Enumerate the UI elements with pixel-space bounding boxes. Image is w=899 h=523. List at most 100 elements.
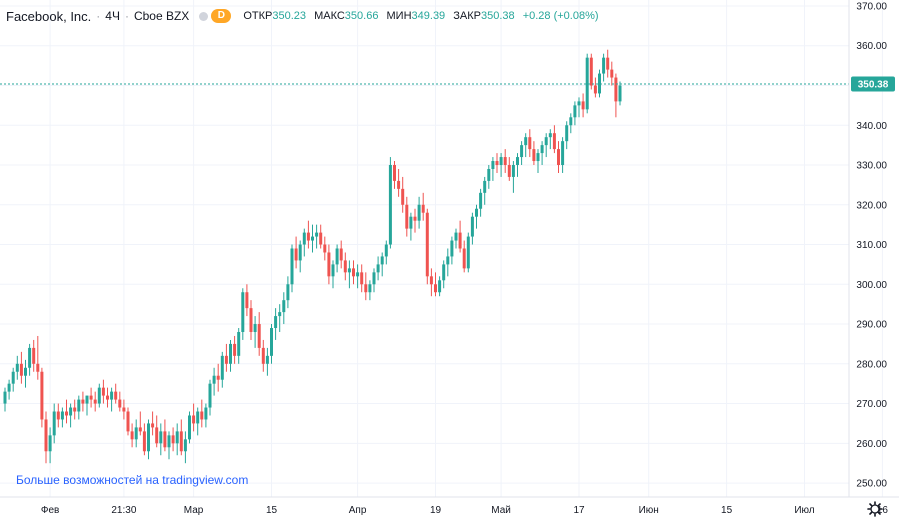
delayed-badge: D: [211, 9, 232, 23]
candle-body: [52, 411, 56, 436]
candle-body: [24, 367, 27, 376]
candle-body: [569, 117, 573, 126]
candle-body: [470, 216, 474, 237]
candle: [462, 240, 466, 273]
candle-body: [540, 145, 544, 154]
candle-body: [442, 264, 446, 281]
candle-body: [360, 272, 364, 285]
candle-body: [401, 188, 405, 205]
symbol-title[interactable]: Facebook, Inc.: [6, 8, 92, 24]
candle: [220, 351, 224, 388]
candle-body: [557, 149, 560, 166]
candle: [24, 359, 27, 388]
promo-link[interactable]: Больше возможностей на tradingview.com: [16, 473, 249, 487]
candle: [339, 240, 343, 269]
candle-body: [69, 407, 73, 416]
candle-body: [347, 268, 351, 273]
candle: [261, 339, 265, 372]
candle: [569, 113, 573, 134]
candle: [511, 161, 515, 193]
candle-body: [249, 308, 253, 332]
candle-body: [278, 312, 282, 317]
interval-label[interactable]: 4Ч: [105, 9, 120, 23]
candle: [364, 272, 368, 301]
candle: [450, 236, 454, 265]
candle: [470, 212, 474, 245]
candle: [483, 176, 487, 205]
x-tick-label: Май: [491, 505, 511, 516]
candle: [81, 391, 85, 412]
candle: [97, 383, 101, 408]
candle: [44, 411, 48, 464]
candle: [487, 165, 491, 189]
candle-body: [77, 399, 81, 412]
candle-body: [327, 252, 331, 277]
candle-body: [290, 248, 294, 285]
candle: [327, 244, 331, 285]
candle-body: [352, 268, 355, 277]
candle: [557, 141, 560, 173]
candle-body: [40, 371, 44, 420]
candle-body: [81, 399, 85, 404]
candle-body: [261, 347, 265, 364]
candle-body: [405, 204, 409, 229]
candle: [520, 141, 524, 166]
candle: [89, 387, 93, 408]
candle-body: [130, 431, 134, 440]
x-tick-label: 17: [573, 505, 585, 516]
candle: [110, 387, 114, 412]
chart-header: Facebook, Inc. · 4Ч · Cboe BZX D ОТКР350…: [6, 6, 604, 26]
candle: [315, 224, 319, 249]
candle-body: [7, 383, 11, 392]
candle-body: [585, 57, 589, 110]
candle: [253, 316, 257, 348]
candle-body: [536, 153, 540, 162]
candle-body: [589, 57, 593, 86]
candle-body: [417, 204, 421, 221]
candle: [479, 188, 483, 217]
candle: [343, 252, 347, 281]
y-tick-label: 280.00: [856, 359, 887, 370]
price-axis[interactable]: 250.00 260.00 270.00 280.00 290.00 300.00 310.…: [856, 1, 887, 489]
candle: [532, 141, 536, 166]
candle-body: [282, 300, 286, 313]
candle: [36, 335, 40, 380]
candle: [552, 125, 556, 154]
candle: [183, 431, 187, 464]
candle: [475, 204, 478, 229]
high-key: МАКС: [314, 10, 345, 22]
candle: [323, 236, 327, 261]
candle: [233, 335, 237, 364]
candle-body: [192, 415, 196, 424]
candle: [372, 268, 376, 293]
candle-body: [196, 411, 200, 424]
candle: [368, 280, 372, 301]
candle: [602, 53, 606, 82]
candle: [93, 391, 97, 412]
ohlc-values: ОТКР350.23 МАКС350.66 МИН349.39 ЗАКР350.…: [243, 10, 603, 22]
candle: [151, 411, 155, 436]
candle-body: [311, 236, 314, 241]
y-tick-label: 270.00: [856, 399, 887, 410]
candle-body: [495, 161, 499, 166]
candle-body: [602, 57, 606, 74]
candle-body: [44, 419, 48, 452]
candle-body: [302, 232, 306, 245]
market-status[interactable]: D: [199, 9, 232, 23]
candle: [69, 403, 73, 428]
time-axis[interactable]: Фев 21:30 Мар 15 Апр 19 Май 17 Июн 15 Июл 16: [41, 505, 889, 516]
candle-body: [11, 371, 15, 384]
candle: [134, 419, 138, 448]
candle: [101, 379, 105, 404]
candle-body: [561, 141, 565, 166]
candle: [581, 93, 585, 118]
candle-body: [19, 363, 23, 376]
y-tick-label: 290.00: [856, 320, 887, 331]
candle: [286, 276, 290, 309]
candle: [290, 244, 294, 293]
candle-body: [32, 347, 36, 364]
gear-icon[interactable]: [867, 501, 883, 517]
candle-body: [323, 244, 327, 253]
candle: [466, 232, 470, 273]
